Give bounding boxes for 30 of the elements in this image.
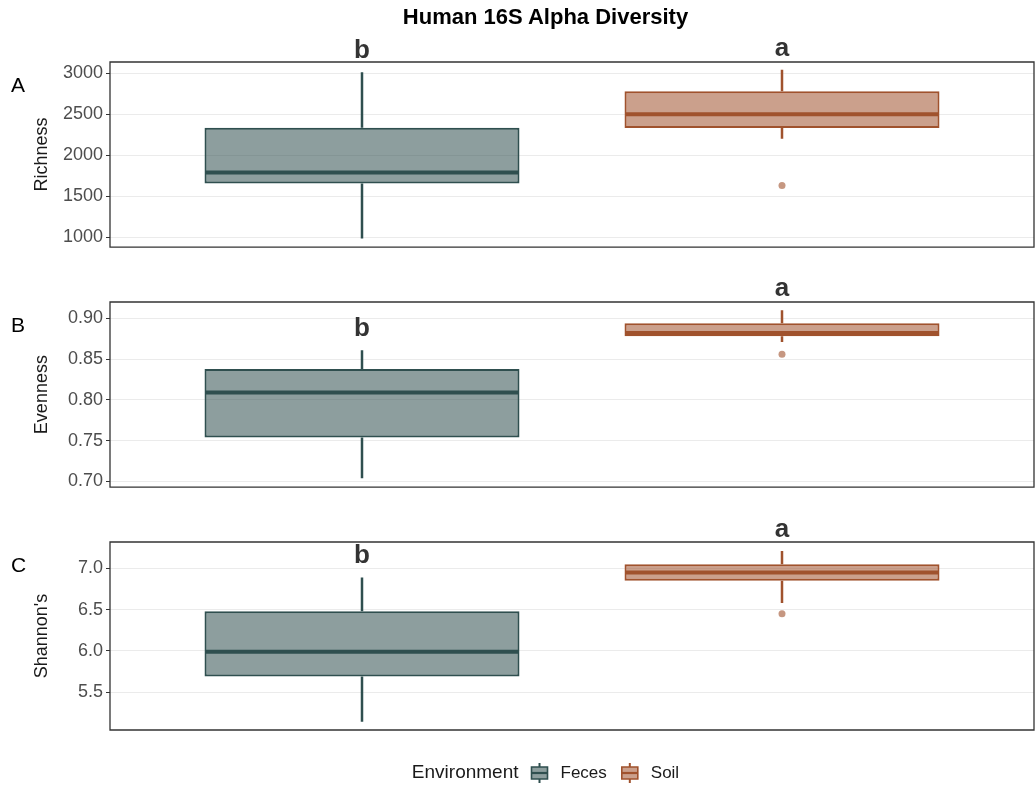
y-tick-label: 3000 [62,62,103,83]
chart-title: Human 16S Alpha Diversity [402,4,689,30]
text: C [11,553,27,576]
y-tick-label: 6.0 [77,639,103,660]
y-tick-label: 0.80 [67,388,103,409]
y-tick-label: 1500 [62,185,103,206]
y-tick-label: 5.5 [77,681,103,702]
y-tick-label: 7.0 [77,557,103,578]
y-tick-label: 1000 [62,226,103,247]
legend-label: Soil [650,762,680,782]
y-axis-title: Evenness [30,355,51,435]
y-tick-label: 2500 [62,103,103,124]
legend-title: Environment [411,761,520,783]
y-tick-label: 0.90 [67,307,103,328]
text: A [11,73,26,96]
annotation: b [354,539,370,570]
text: B [11,313,26,336]
annotation: a [774,513,790,544]
y-tick-label: 0.75 [67,429,103,450]
y-tick-label: 0.85 [67,348,103,369]
y-tick-label: 0.70 [67,470,103,491]
y-axis-title: Shannon's [30,593,51,679]
y-tick-label: 2000 [62,144,103,165]
text: a [774,31,790,62]
annotation: b [354,34,370,65]
y-axis-title: Richness [30,117,51,192]
text: a [774,272,790,303]
annotation: b [354,312,370,343]
y-tick-label: 6.5 [77,598,103,619]
legend-label: Feces [560,762,607,782]
